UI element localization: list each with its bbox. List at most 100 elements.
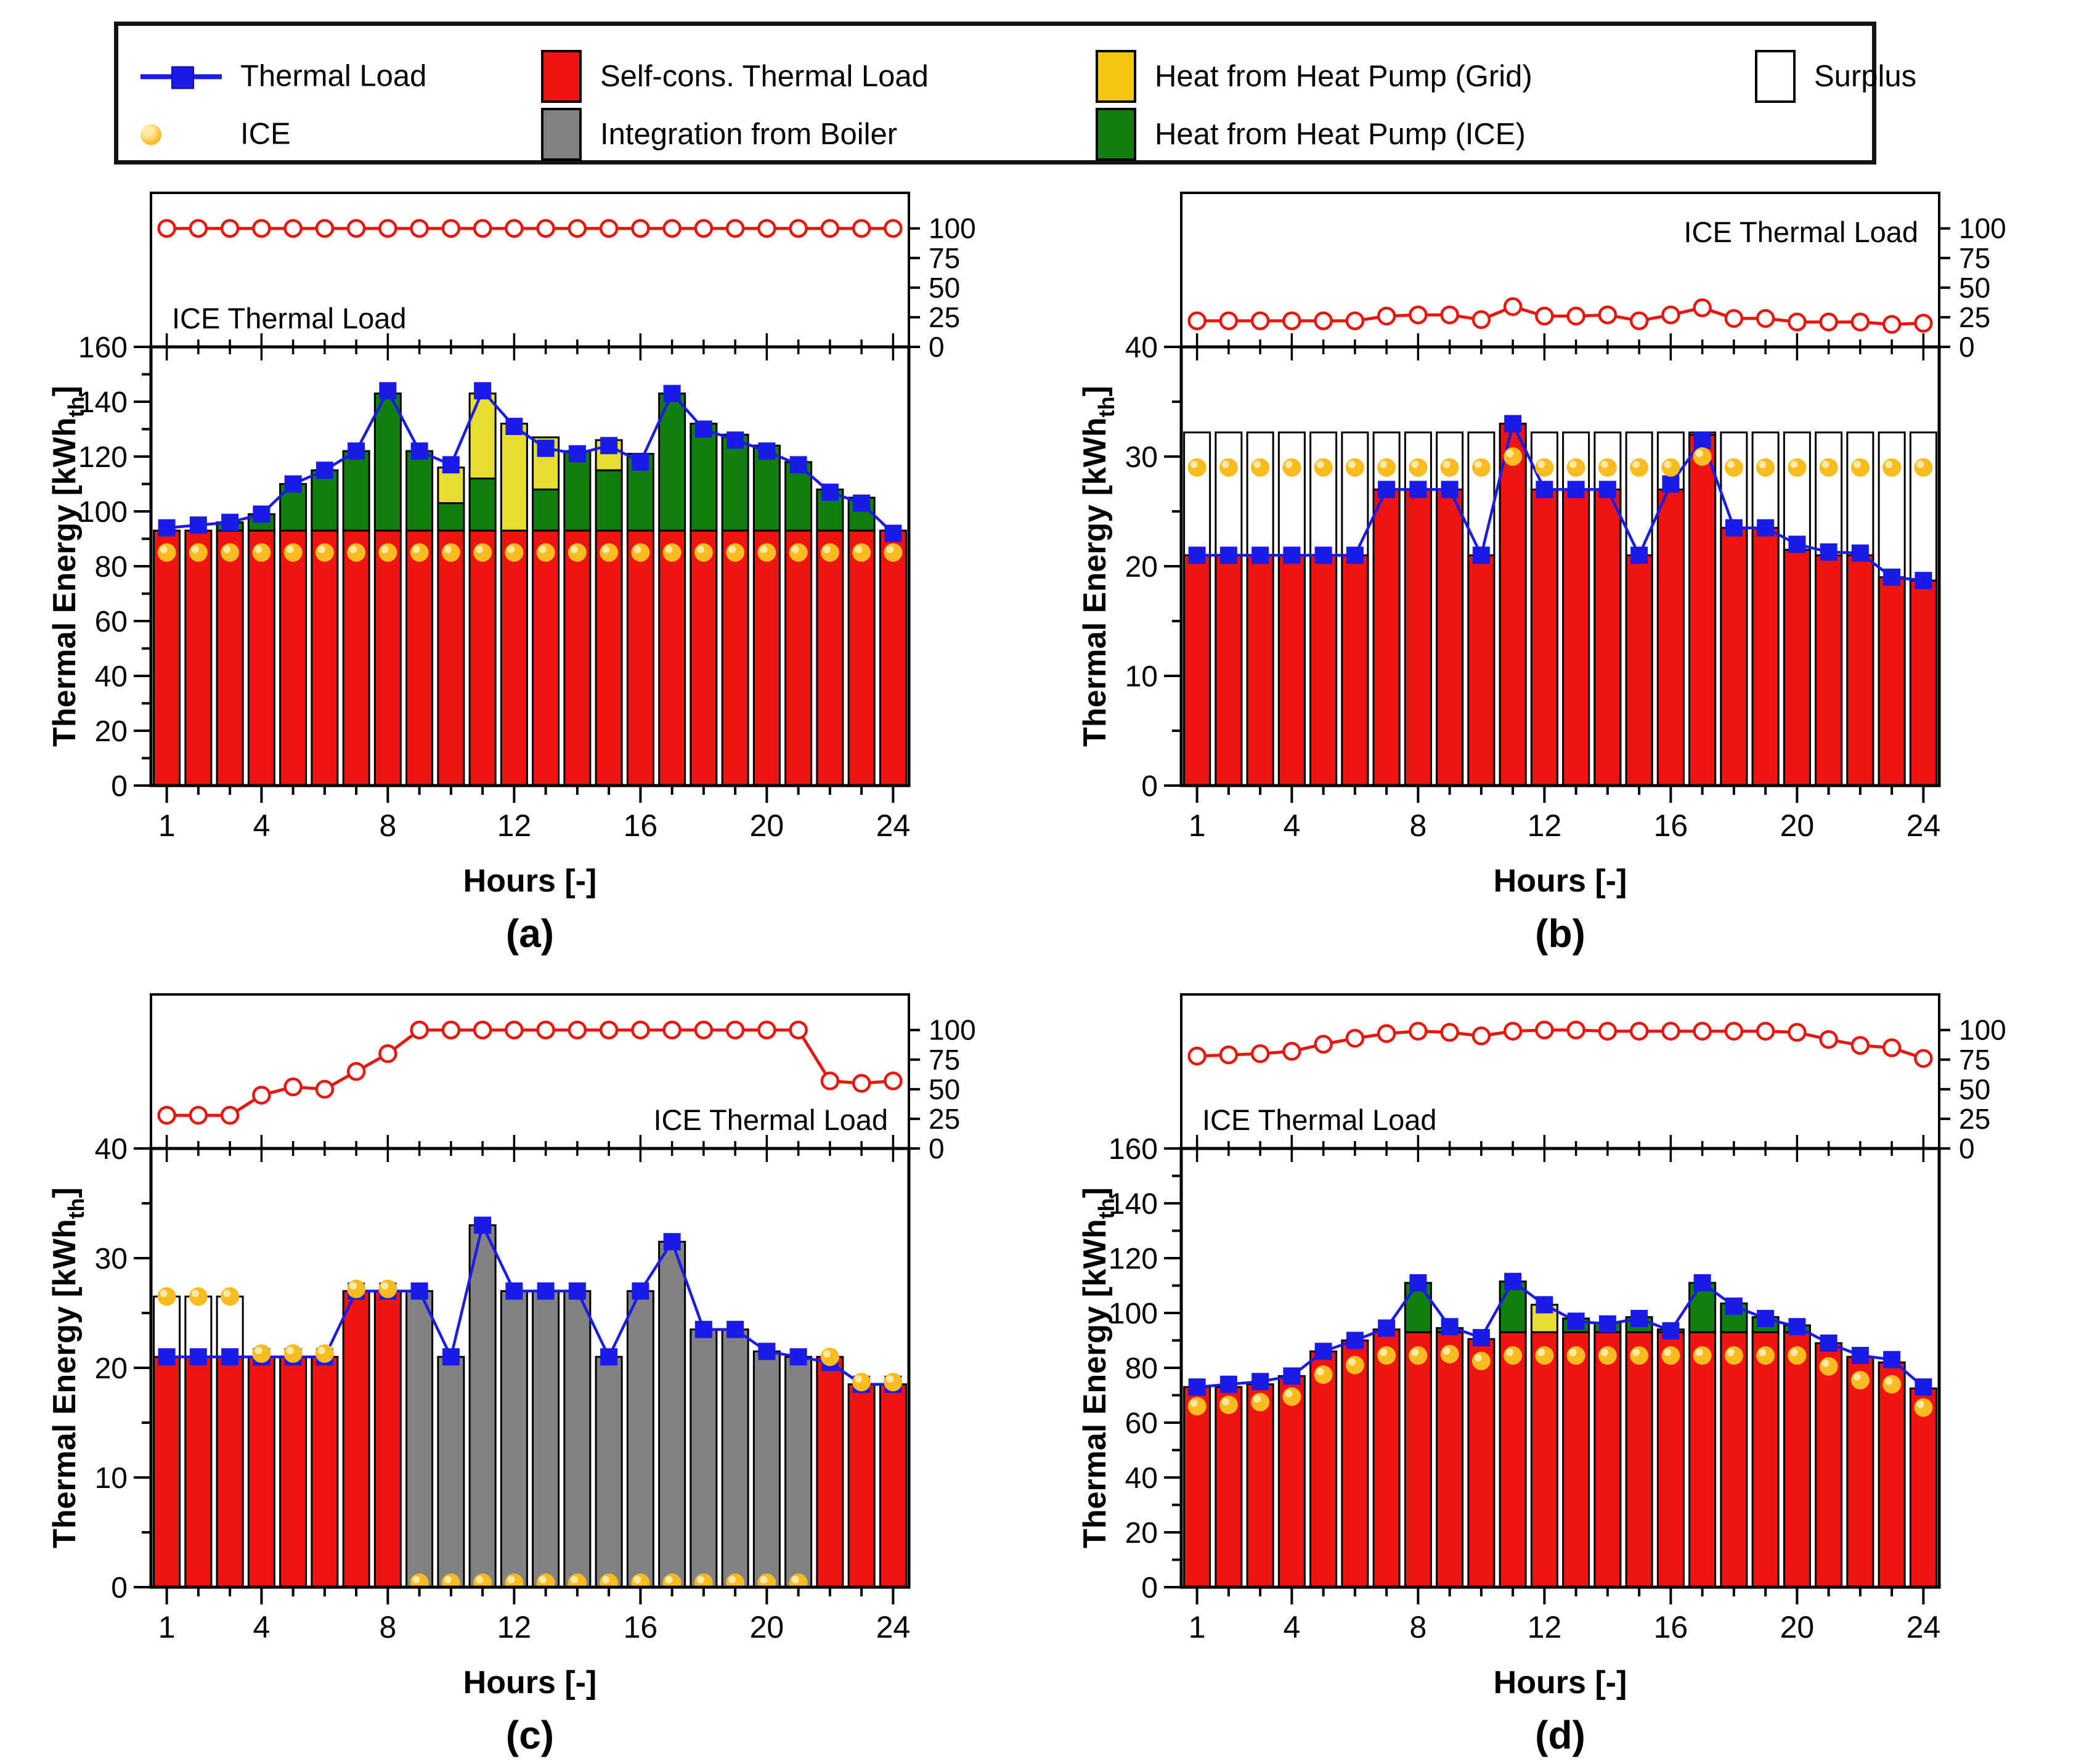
ice-dot-highlight xyxy=(728,545,736,553)
ice-dot-highlight xyxy=(728,1575,736,1583)
thermal-load-marker xyxy=(221,513,239,531)
ice-thermal-load-marker xyxy=(1788,1023,1807,1042)
ice-thermal-load-marker xyxy=(252,219,271,238)
thermal-load-marker xyxy=(221,1348,239,1366)
ice-dot xyxy=(1409,458,1428,477)
ice-thermal-load-marker xyxy=(1409,1022,1428,1041)
ice-thermal-load-marker xyxy=(852,219,871,238)
x-axis-title: Hours [-] xyxy=(463,1665,597,1701)
self-cons-bar xyxy=(1372,1328,1401,1588)
x-axis-tick-label: 8 xyxy=(1409,1610,1426,1644)
self-cons-bar xyxy=(1625,554,1653,787)
y-axis-tick-label: 40 xyxy=(1125,1462,1158,1495)
thermal-load-marker xyxy=(410,1282,428,1300)
legend-label: Integration from Boiler xyxy=(600,117,898,151)
ice-dot xyxy=(1756,1346,1775,1365)
self-cons-bar xyxy=(1562,1331,1590,1588)
legend-item-ice: ICE xyxy=(140,119,291,150)
ice-dot-highlight xyxy=(286,1346,294,1354)
self-cons-bar xyxy=(1215,1386,1243,1588)
self-cons-bar xyxy=(1688,1331,1717,1588)
legend-label: Thermal Load xyxy=(240,59,427,93)
ice-dot xyxy=(1566,1346,1585,1365)
self-cons-bar xyxy=(879,1383,907,1588)
ice-thermal-load-marker xyxy=(1724,1022,1744,1041)
thermal-load-marker xyxy=(1725,1297,1743,1315)
ice-dot xyxy=(1788,1346,1807,1365)
y-axis-tick-label: 20 xyxy=(1125,1517,1158,1550)
ice-dot xyxy=(1661,1346,1680,1365)
x-axis-tick-label: 16 xyxy=(1654,1610,1688,1644)
ice-dot xyxy=(315,1344,334,1363)
self-cons-bar xyxy=(532,529,560,787)
heat-pump-grid-bar xyxy=(500,423,528,532)
ice-dot-highlight xyxy=(1790,460,1798,468)
ice-dot-icon xyxy=(140,124,161,145)
ice-dot xyxy=(852,543,871,562)
ice-dot-highlight xyxy=(1221,1398,1229,1406)
self-cons-bar xyxy=(311,1356,339,1588)
self-cons-bar xyxy=(1404,488,1432,787)
ice-thermal-load-marker xyxy=(220,219,240,238)
self-cons-bar xyxy=(1277,1375,1306,1588)
boiler-bar xyxy=(532,1290,560,1588)
y-axis-tick-label: 20 xyxy=(95,1352,128,1385)
legend-item-boiler: Integration from Boiler xyxy=(541,108,897,161)
legend-item-hp-grid: Heat from Heat Pump (Grid) xyxy=(1096,50,1532,103)
thermal-load-marker xyxy=(1567,481,1585,498)
thermal-load-marker xyxy=(505,418,523,436)
ice-dot-highlight xyxy=(349,1282,357,1290)
thermal-load-marker xyxy=(694,1320,712,1338)
thermal-load-marker xyxy=(537,1282,555,1300)
thermal-load-line xyxy=(1197,1279,1924,1389)
ice-thermal-load-marker xyxy=(1282,1042,1301,1061)
ice-dot xyxy=(1693,447,1712,466)
ice-dot xyxy=(1471,1351,1491,1370)
ice-dot-highlight xyxy=(823,1350,831,1358)
self-cons-bar xyxy=(216,1356,244,1588)
ice-dot xyxy=(1504,447,1523,466)
subplot-caption: (b) xyxy=(1535,911,1585,956)
thermal-load-marker xyxy=(1851,544,1869,562)
ice-dot-highlight xyxy=(760,1575,768,1583)
ice-thermal-load-marker xyxy=(1661,305,1680,325)
self-cons-bar xyxy=(847,529,876,787)
ice-dot xyxy=(1314,458,1333,477)
ice-thermal-load-marker xyxy=(473,1020,492,1039)
boiler-swatch-icon xyxy=(541,108,582,161)
ice-thermal-load-marker xyxy=(378,219,397,238)
thermal-load-marker xyxy=(348,442,365,460)
self-cons-bar xyxy=(1783,548,1811,787)
y-axis-tick-label: 0 xyxy=(1141,1572,1158,1604)
y-axis-tick-label: 60 xyxy=(1125,1407,1158,1440)
top-panel-title: ICE Thermal Load xyxy=(1683,216,1918,248)
thermal-load-marker xyxy=(1504,1272,1522,1290)
ice-dot xyxy=(1914,458,1933,477)
thermal-load-marker xyxy=(505,1282,523,1300)
ice-dot xyxy=(347,1279,366,1298)
ice-dot-highlight xyxy=(1474,1354,1482,1362)
ice-dot-highlight xyxy=(1443,1347,1451,1355)
ice-dot-highlight xyxy=(1695,450,1703,457)
thermal-load-marker xyxy=(1472,547,1490,564)
ice-dot-highlight xyxy=(539,1575,547,1583)
ice-dots-group xyxy=(157,543,903,562)
ice-dot-highlight xyxy=(1916,460,1924,468)
x-axis-tick-label: 1 xyxy=(1189,1610,1206,1644)
thermal-load-marker xyxy=(1346,1331,1364,1349)
ice-thermal-load-marker xyxy=(1440,1023,1459,1042)
ice-dot xyxy=(1471,458,1491,477)
self-cons-bar xyxy=(373,1290,402,1588)
thermal-load-marker xyxy=(1283,1367,1301,1385)
ice-dot xyxy=(157,1287,176,1306)
thermal-load-marker xyxy=(694,420,712,438)
self-cons-bar xyxy=(1246,1383,1274,1588)
ice-dot-highlight xyxy=(1348,460,1356,468)
x-axis-tick-label: 24 xyxy=(1907,808,1941,843)
chart-d-top-panel xyxy=(1180,993,1940,1150)
ice-dot xyxy=(820,1347,839,1367)
y-axis-tick-label: 160 xyxy=(1109,1133,1158,1166)
ice-dot xyxy=(1535,1346,1554,1365)
thermal-load-line xyxy=(166,388,894,535)
